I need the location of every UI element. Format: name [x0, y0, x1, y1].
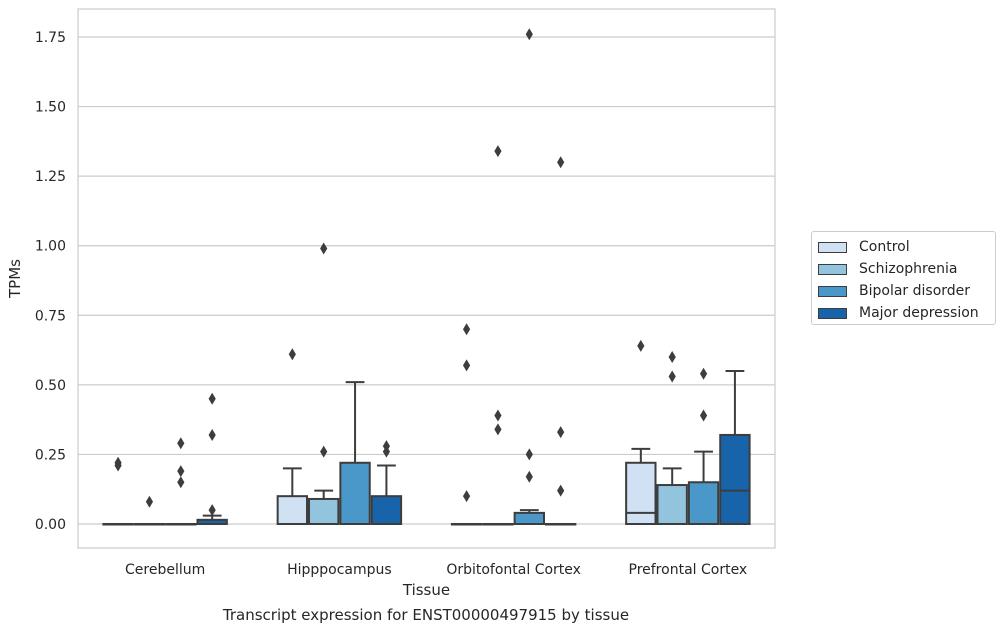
- legend-label-control: Control: [859, 239, 910, 255]
- legend-label-schizophrenia: Schizophrenia: [859, 261, 958, 277]
- outlier-point: [668, 351, 676, 364]
- box-group: [339, 381, 371, 525]
- x-axis-ticks: Cerebellum Hipppocampus Orbitofontal Corte…: [125, 562, 747, 578]
- legend-item-control: Control: [818, 236, 989, 258]
- outlier-point: [494, 145, 502, 158]
- outlier-point: [208, 504, 216, 517]
- box-group: [656, 351, 688, 526]
- outlier-point: [494, 409, 502, 422]
- box: [276, 495, 309, 525]
- outlier-point: [699, 367, 708, 380]
- box-group: [687, 367, 720, 525]
- legend-swatch-bipolar-disorder: [818, 285, 847, 297]
- outlier-point: [462, 323, 471, 336]
- outlier-point: [382, 445, 391, 458]
- plot-area-frame: [77, 8, 776, 549]
- outlier-point: [177, 437, 185, 450]
- box-group: [544, 156, 577, 526]
- box: [656, 484, 688, 526]
- chart-caption: Transcript expression for ENST0000049791…: [222, 606, 630, 624]
- box-group: [196, 392, 228, 526]
- box: [339, 461, 371, 525]
- box: [370, 495, 403, 525]
- box: [513, 511, 545, 526]
- box-group: [482, 145, 514, 526]
- gridlines: [78, 36, 775, 525]
- y-axis-label: TPMs: [6, 259, 24, 299]
- outlier-point: [557, 484, 565, 497]
- outlier-point: [177, 476, 185, 489]
- box-group: [625, 339, 657, 525]
- y-axis-ticks: 0.00 0.25 0.50 0.75 1.00 1.25 1.50 1.75: [35, 30, 66, 533]
- legend-swatch-major-depression: [818, 307, 847, 319]
- box: [687, 481, 720, 525]
- box-group: [133, 495, 166, 526]
- outlier-point: [668, 370, 676, 383]
- box: [625, 461, 657, 525]
- y-tick-label: 0.50: [35, 378, 66, 394]
- box-group: [165, 437, 197, 526]
- y-tick-label: 1.25: [35, 169, 66, 185]
- outlier-point: [114, 459, 122, 472]
- x-tick-label: Hipppocampus: [287, 562, 392, 578]
- y-tick-label: 1.50: [35, 100, 66, 116]
- legend-item-bipolar-disorder: Bipolar disorder: [818, 280, 989, 302]
- y-tick-label: 1.00: [35, 239, 66, 255]
- outlier-point: [699, 409, 708, 422]
- x-tick-label: Orbitofontal Cortex: [446, 562, 581, 578]
- box: [308, 497, 340, 525]
- legend-label-bipolar-disorder: Bipolar disorder: [859, 283, 971, 299]
- x-tick-label: Prefrontal Cortex: [629, 562, 748, 578]
- outlier-point: [525, 28, 533, 41]
- x-axis-label: Tissue: [402, 581, 450, 599]
- box-group: [308, 242, 340, 525]
- outlier-point: [637, 339, 645, 352]
- legend-item-schizophrenia: Schizophrenia: [818, 258, 989, 280]
- outlier-point: [557, 156, 565, 169]
- outlier-point: [208, 428, 216, 441]
- box-group: [513, 28, 545, 526]
- box-group: [370, 440, 403, 525]
- x-tick-label: Cerebellum: [125, 562, 205, 578]
- y-tick-label: 0.75: [35, 308, 66, 324]
- legend-label-major-depression: Major depression: [859, 305, 979, 321]
- legend-swatch-schizophrenia: [818, 263, 847, 275]
- y-tick-label: 1.75: [35, 30, 66, 46]
- outlier-point: [288, 348, 296, 361]
- outlier-point: [320, 445, 328, 458]
- boxes: [102, 28, 751, 526]
- outlier-point: [525, 470, 533, 483]
- outlier-point: [557, 426, 565, 439]
- outlier-point: [145, 495, 154, 508]
- outlier-point: [525, 448, 533, 461]
- outlier-point: [462, 490, 471, 503]
- outlier-point: [462, 359, 471, 372]
- legend-item-major-depression: Major depression: [818, 302, 989, 324]
- box-group: [450, 323, 483, 526]
- box-group: [276, 348, 309, 525]
- legend-swatch-control: [818, 241, 847, 253]
- box-group: [102, 456, 134, 526]
- y-tick-label: 0.25: [35, 447, 66, 463]
- outlier-point: [208, 392, 216, 405]
- box-group: [719, 369, 751, 526]
- y-tick-label: 0.00: [35, 517, 66, 533]
- outlier-point: [320, 242, 328, 255]
- box: [719, 433, 751, 526]
- outlier-point: [177, 465, 185, 478]
- outlier-point: [494, 423, 502, 436]
- legend: Control Schizophrenia Bipolar disorder M…: [811, 231, 996, 325]
